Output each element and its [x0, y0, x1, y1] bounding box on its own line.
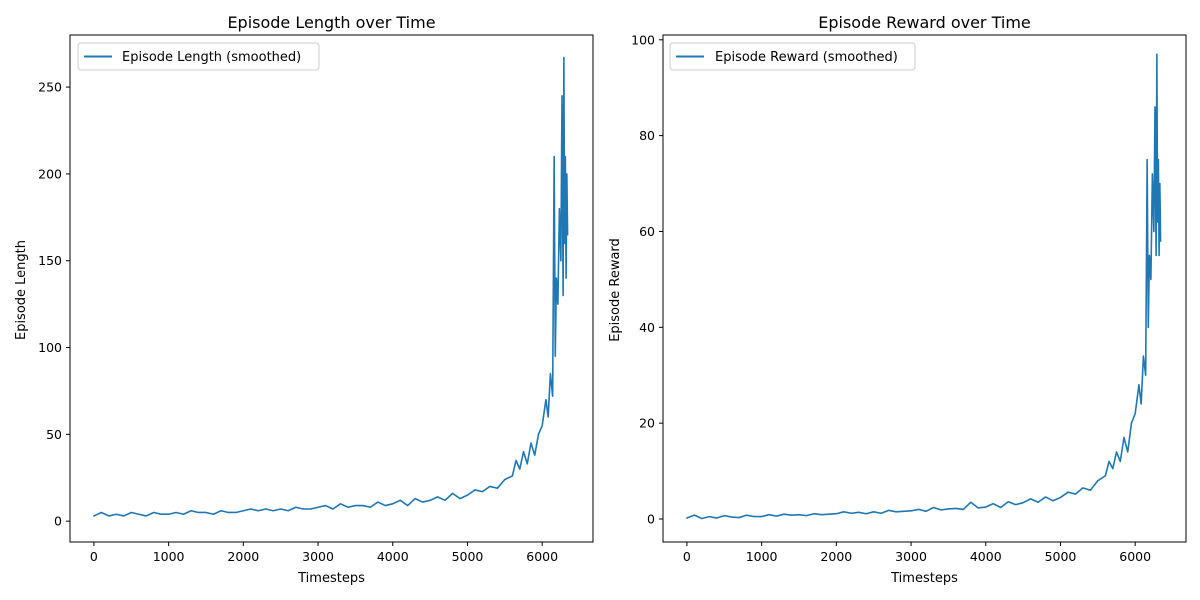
x-tick-label: 5000	[452, 549, 484, 564]
y-tick-label: 80	[639, 128, 655, 143]
y-tick-label: 20	[639, 416, 655, 431]
y-axis-label: Episode Reward	[608, 238, 623, 342]
legend-box	[669, 42, 916, 71]
legend-label: Episode Length (smoothed)	[122, 50, 301, 65]
x-axis-label: Timesteps	[890, 571, 958, 586]
legend-box	[77, 42, 320, 71]
x-tick-label: 0	[90, 549, 98, 564]
x-tick-label: 4000	[377, 549, 409, 564]
series-line	[686, 53, 1162, 520]
series-group	[93, 56, 569, 517]
legend-label: Episode Reward (smoothed)	[715, 50, 898, 65]
y-tick-label: 60	[639, 224, 655, 239]
plot-frame	[69, 34, 594, 543]
x-tick-label: 6000	[1119, 549, 1151, 564]
y-tick-label: 100	[631, 32, 655, 47]
x-tick-label: 3000	[302, 549, 334, 564]
y-tick-label: 50	[46, 427, 62, 442]
x-tick-label: 1000	[153, 549, 185, 564]
x-tick-label: 0	[683, 549, 691, 564]
chart-title: Episode Length over Time	[227, 13, 435, 32]
y-tick-label: 0	[647, 511, 655, 526]
x-axis-ticks: 0 1000 2000 3000 4000 5000 6000	[90, 542, 558, 564]
y-axis-ticks: 0 50 100 150 200 250	[38, 80, 70, 529]
series-line	[93, 56, 569, 517]
y-axis-ticks: 0 20 40 60 80 100	[631, 32, 663, 526]
legend: Episode Reward (smoothed)	[669, 42, 916, 71]
x-tick-label: 3000	[895, 549, 927, 564]
y-tick-label: 40	[639, 320, 655, 335]
x-tick-label: 2000	[227, 549, 259, 564]
y-tick-label: 250	[38, 80, 62, 95]
x-tick-label: 5000	[1045, 549, 1077, 564]
x-tick-label: 4000	[970, 549, 1002, 564]
episode-reward-chart: Episode Reward over Time Timesteps Episo…	[608, 13, 1187, 586]
y-tick-label: 0	[54, 514, 62, 529]
plot-frame	[662, 34, 1187, 543]
x-tick-label: 6000	[526, 549, 558, 564]
episode-length-chart: Episode Length over Time Timesteps Episo…	[14, 13, 594, 586]
series-group	[686, 53, 1162, 520]
x-tick-label: 2000	[820, 549, 852, 564]
x-tick-label: 1000	[746, 549, 778, 564]
y-axis-label: Episode Length	[14, 240, 29, 340]
y-tick-label: 150	[38, 253, 62, 268]
y-tick-label: 100	[38, 340, 62, 355]
x-axis-ticks: 0 1000 2000 3000 4000 5000 6000	[683, 542, 1151, 564]
chart-title: Episode Reward over Time	[818, 13, 1031, 32]
y-tick-label: 200	[38, 166, 62, 181]
legend: Episode Length (smoothed)	[77, 42, 320, 71]
x-axis-label: Timesteps	[297, 571, 365, 586]
